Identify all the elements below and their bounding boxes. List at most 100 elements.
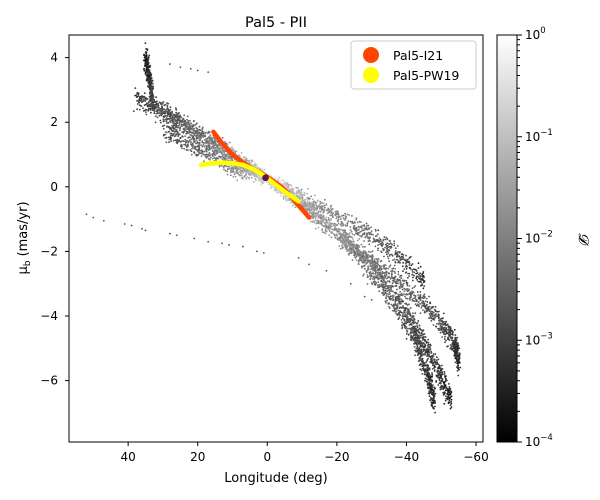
stream-point [438,367,441,369]
stream-point [193,132,196,135]
stream-point [189,133,192,136]
stream-point [303,199,306,202]
stream-point [421,339,424,341]
stream-point [403,290,406,293]
stream-point [433,365,436,368]
stream-point [431,379,434,382]
density-stream-core [148,96,453,410]
stream-point [328,227,331,230]
stream-point [437,327,439,330]
stream-point [432,396,435,399]
stream-point [447,397,450,400]
stream-point [172,139,175,142]
stream-point [316,201,318,204]
stream-point [191,128,194,131]
stream-point [360,235,363,238]
stream-point [400,319,403,321]
stream-point [168,109,171,112]
stream-point [231,168,234,171]
stream-point [355,255,358,258]
stream-point [287,197,290,200]
stream-point [414,303,417,305]
stream-point [170,117,173,120]
stream-point [388,272,391,275]
stream-point [201,140,204,143]
stream-point [368,239,370,242]
stream-point [363,245,366,248]
stream-point [407,327,409,330]
stream-point [189,122,192,125]
stream-point [209,134,212,137]
stream-point [153,112,156,114]
stream-point [395,312,398,315]
stream-point [390,287,392,289]
stream-point [378,237,381,240]
stream-point [290,192,293,194]
stream-point [374,239,376,241]
stream-point [339,239,342,242]
stream-point [351,220,354,223]
stream-point [315,204,317,207]
stream-point [300,191,303,194]
stream-point [323,206,326,209]
stream-point [421,296,424,299]
stream-point [410,296,413,298]
stream-point [414,354,416,357]
stream-point [175,114,177,117]
stream-point [408,297,411,300]
stream-point [412,322,415,325]
stream-point [419,368,422,371]
stream-point [232,148,235,151]
stream-point [403,280,406,283]
stream-point [159,121,162,124]
stream-point [158,114,161,117]
stream-point [432,353,435,355]
stream-point [227,167,230,170]
stream-point [434,353,437,356]
stream-point [417,267,420,269]
stream-point [335,233,338,236]
stream-point [403,287,406,290]
stream-point [413,339,415,341]
stream-point [161,103,163,106]
stream-point [362,265,365,268]
stream-point [397,311,400,314]
stream-point [350,250,352,253]
stream-point [415,347,418,350]
stream-point [232,175,235,178]
stream-point [382,239,385,242]
stream-point [417,294,419,296]
stream-point [189,149,192,151]
stream-point [204,135,207,138]
stream-point [182,120,184,123]
stream-point [206,147,209,150]
stream-point [426,307,429,310]
stream-point [209,156,212,159]
stream-point [358,231,361,234]
stream-point [396,254,399,257]
stream-point [416,299,418,301]
stream-point [360,251,363,253]
stream-point [429,347,431,349]
stream-point [429,399,431,402]
stream-point [396,303,399,305]
stream-point [440,385,443,387]
stream-point [236,167,239,170]
stream-point [197,136,200,139]
stream-point [433,364,436,367]
stream-point [372,268,374,271]
stream-point [387,246,389,249]
stream-point [321,206,323,209]
stream-point [416,303,419,306]
stream-point [187,149,189,151]
stream-point [363,267,366,270]
stream-point [424,379,426,382]
stream-point [198,142,201,145]
stream-point [322,216,325,218]
stream-point [384,292,387,294]
stream-point [431,397,433,400]
stream-point [163,124,166,127]
stream-point [380,279,383,282]
stream-point [361,255,364,258]
stream-point [155,96,158,99]
